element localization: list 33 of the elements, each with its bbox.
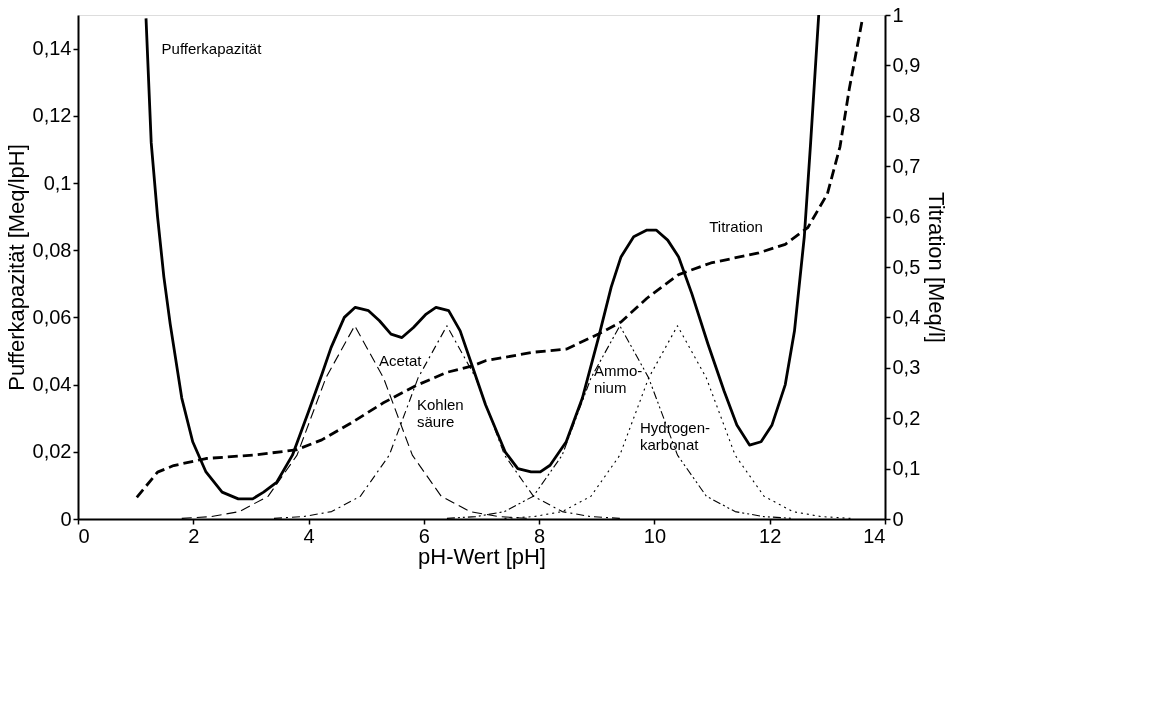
y-tick-label: 0,04 (32, 373, 72, 396)
x-tick-label: 12 (759, 524, 782, 547)
y-tick-label: 0,14 (32, 37, 72, 60)
y2-tick-label: 0,9 (892, 53, 921, 76)
series-label: Pufferkapazität (161, 39, 263, 57)
y2-tick-label: 0,5 (892, 255, 921, 278)
y2-tick-label: 0 (892, 507, 904, 530)
x-tick-label: 14 (863, 524, 886, 547)
x-tick-label: 0 (78, 524, 90, 547)
y2-tick-label: 0,8 (892, 104, 921, 127)
y-tick-label: 0,08 (32, 238, 72, 261)
y-tick-label: 0 (60, 507, 72, 530)
y2-tick-label: 0,6 (892, 205, 921, 228)
y2-tick-label: 0,3 (892, 356, 921, 379)
series-label: Acetat (378, 352, 423, 370)
y-tick-label: 0,02 (32, 440, 72, 463)
series-label: Kohlen säure (416, 395, 464, 430)
x-tick-label: 2 (188, 524, 200, 547)
y2-tick-label: 0,7 (892, 154, 921, 177)
x-tick-label: 4 (303, 524, 315, 547)
y2-tick-label: 0,2 (892, 406, 921, 429)
series-label: Hydrogen- karbonat (640, 419, 711, 454)
y2-tick-label: 0,1 (892, 457, 921, 480)
y-tick-label: 0,06 (32, 305, 72, 328)
x-tick-label: 10 (643, 524, 667, 547)
y2-tick-label: 1 (892, 3, 904, 26)
y-tick-label: 0,12 (32, 104, 72, 127)
y2-tick-label: 0,4 (892, 305, 921, 328)
series-label: Ammo- nium (593, 362, 643, 397)
series-label: Titration (709, 217, 763, 235)
y2-axis-title: Titration [Meq/l] (924, 192, 950, 343)
y-tick-label: 0,1 (43, 171, 72, 194)
y-axis-title: Pufferkapazität [Meq/lpH] (3, 144, 29, 391)
